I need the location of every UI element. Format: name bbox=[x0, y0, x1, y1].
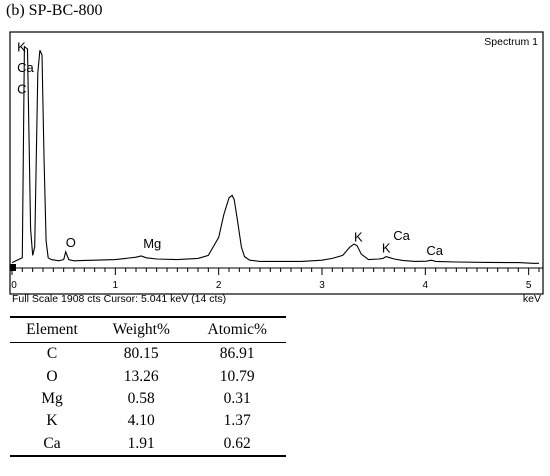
table-row: K 4.10 1.37 bbox=[10, 410, 286, 432]
peak-label: K bbox=[17, 39, 26, 54]
table-row: Ca 1.91 0.62 bbox=[10, 432, 286, 457]
cursor-marker bbox=[10, 264, 16, 271]
composition-table: Element Weight% Atomic% C 80.15 86.91 O … bbox=[10, 316, 286, 457]
table-row: O 13.26 10.79 bbox=[10, 365, 286, 387]
cell-element: K bbox=[46, 412, 58, 430]
header-weight: Weight% bbox=[94, 316, 189, 343]
header-atomic: Atomic% bbox=[188, 316, 286, 343]
cell-weight: 1.91 bbox=[94, 432, 189, 457]
plot-frame bbox=[9, 31, 544, 295]
x-tick-label: 1 bbox=[113, 280, 119, 291]
cell-element: Ca bbox=[10, 432, 94, 457]
x-tick-label: 5 bbox=[526, 280, 532, 291]
cell-weight: 80.15 bbox=[123, 345, 159, 363]
peak-label: K bbox=[382, 240, 391, 255]
table-row: C 80.15 86.91 bbox=[10, 343, 286, 366]
cell-element: O bbox=[46, 367, 58, 385]
x-ticks: 0 1 2 3 4 5 bbox=[11, 268, 540, 291]
status-text-right: keV bbox=[523, 293, 541, 305]
spectrum-series-line bbox=[11, 45, 539, 264]
table-row: Mg 0.58 0.31 bbox=[10, 388, 286, 410]
figure-title: (b) SP-BC-800 bbox=[6, 2, 103, 19]
cell-atomic: 0.62 bbox=[188, 432, 286, 457]
table-header-row: Element Weight% Atomic% bbox=[10, 316, 286, 343]
cell-atomic: 0.31 bbox=[223, 389, 251, 407]
cell-atomic: 86.91 bbox=[219, 345, 255, 363]
peak-label: K bbox=[354, 230, 363, 245]
peak-label: O bbox=[66, 235, 76, 250]
header-element: Element bbox=[10, 316, 94, 343]
peak-label: Ca bbox=[393, 228, 410, 243]
cell-atomic: 1.37 bbox=[223, 412, 251, 430]
cell-element: Mg bbox=[41, 389, 63, 407]
cell-atomic: 10.79 bbox=[219, 367, 255, 385]
cell-weight: 13.26 bbox=[123, 367, 159, 385]
x-tick-label: 0 bbox=[11, 280, 17, 291]
cell-weight: 0.58 bbox=[127, 389, 155, 407]
x-tick-label: 3 bbox=[319, 280, 325, 291]
cell-element: C bbox=[46, 345, 58, 363]
peak-label: Ca bbox=[426, 243, 443, 258]
spectrum-label: Spectrum 1 bbox=[484, 36, 538, 48]
cell-weight: 4.10 bbox=[127, 412, 155, 430]
peak-label: Ca bbox=[17, 60, 34, 75]
x-tick-label: 2 bbox=[216, 280, 222, 291]
x-tick-label: 4 bbox=[423, 280, 429, 291]
peak-label: Mg bbox=[143, 236, 161, 251]
peak-label: C bbox=[17, 81, 26, 96]
status-text-left: Full Scale 1908 cts Cursor: 5.041 keV (1… bbox=[12, 293, 226, 305]
